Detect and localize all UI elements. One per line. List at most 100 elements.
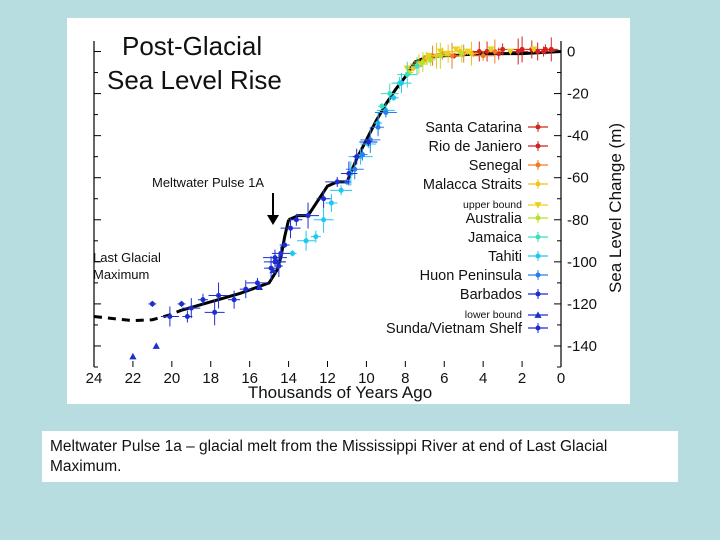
point-marker: [313, 234, 319, 240]
point-marker: [519, 46, 525, 52]
y-tick-label: -120: [567, 296, 597, 313]
y-axis-title: Sea Level Change (m): [606, 123, 625, 293]
point-marker: [404, 72, 410, 78]
data-point: [397, 61, 418, 88]
point-marker: [254, 280, 260, 286]
data-point: [239, 280, 252, 299]
x-tick-label: 10: [358, 370, 375, 387]
point-marker: [379, 103, 385, 109]
legend-label: Australia: [466, 211, 523, 227]
data-point: [359, 137, 378, 146]
point-marker: [179, 301, 185, 307]
x-tick-label: 24: [86, 370, 103, 387]
point-marker: [442, 50, 450, 58]
point-marker: [328, 200, 334, 206]
point-marker: [149, 301, 155, 307]
data-point: [455, 44, 468, 63]
data-point: [182, 298, 201, 319]
legend-marker: [535, 143, 541, 149]
point-marker: [272, 259, 278, 265]
axis-ticks: 24 22 20 18 16 14 12 10 8 6 4 2 00-20-40-60-80-100-1…: [86, 44, 597, 387]
legend-item: Senegal: [469, 158, 548, 174]
point-marker: [459, 51, 465, 57]
legend-item: Santa Catarina: [425, 120, 548, 136]
x-axis-title: Thousands of Years Ago: [248, 383, 432, 402]
point-marker: [428, 57, 434, 63]
point-marker: [437, 53, 443, 59]
legend-marker: [534, 311, 542, 318]
legend-item: Tahiti: [488, 249, 548, 265]
data-point: [340, 161, 357, 186]
data-point: [325, 193, 338, 212]
y-tick-label: -20: [567, 86, 589, 103]
data-point: [316, 189, 331, 208]
legend-item: Huon Peninsula: [420, 268, 548, 284]
data-point: [313, 206, 334, 233]
data-point: [177, 300, 186, 307]
legend-marker: [535, 325, 541, 331]
data-point: [255, 283, 263, 290]
point-marker: [352, 166, 358, 172]
x-tick-label: 18: [202, 370, 219, 387]
legend-label: Rio de Janiero: [429, 139, 523, 155]
point-marker: [212, 309, 218, 315]
meltwater-arrow-head: [267, 215, 279, 225]
data-points: [129, 36, 559, 360]
legend-label: Senegal: [469, 158, 522, 174]
data-point: [271, 246, 290, 261]
legend-marker: [535, 291, 541, 297]
point-marker: [269, 266, 277, 274]
data-point: [197, 293, 208, 306]
point-marker: [288, 225, 294, 231]
data-point: [352, 148, 361, 165]
point-marker: [334, 179, 340, 185]
data-point: [472, 50, 495, 61]
data-point: [493, 47, 504, 60]
data-point: [269, 266, 277, 274]
data-point: [487, 39, 502, 64]
point-marker: [278, 250, 284, 256]
data-point: [345, 159, 364, 180]
point-marker: [276, 263, 282, 269]
point-marker: [464, 48, 472, 56]
legend-item: upper bound: [463, 199, 548, 211]
y-tick-label: -100: [567, 254, 597, 271]
legend-label: Tahiti: [488, 249, 522, 265]
point-marker: [255, 283, 263, 290]
data-point: [357, 148, 368, 161]
data-point: [208, 282, 229, 309]
data-point: [430, 42, 451, 69]
point-marker: [303, 238, 309, 244]
x-tick-label: 8: [401, 370, 409, 387]
data-point: [152, 342, 160, 349]
legend-label: Huon Peninsula: [420, 268, 523, 284]
data-point: [512, 36, 533, 63]
point-marker: [476, 48, 482, 55]
chart-panel: Post-Glacial Sea Level Rise 24 22 20 18 16 14…: [67, 18, 630, 404]
legend-marker: [535, 234, 541, 240]
data-point: [380, 83, 399, 104]
legend-label: Sunda/Vietnam Shelf: [386, 321, 523, 337]
data-point: [279, 242, 290, 249]
point-marker: [216, 292, 222, 299]
sea-level-chart: Post-Glacial Sea Level Rise 24 22 20 18 16 14…: [86, 31, 625, 402]
chart-title-line-1: Post-Glacial: [122, 31, 262, 61]
point-marker: [360, 152, 366, 158]
point-marker: [346, 170, 352, 177]
data-point: [534, 44, 557, 55]
point-marker: [506, 48, 515, 56]
point-marker: [496, 51, 502, 57]
caption-text: Meltwater Pulse 1a – glacial melt from t…: [50, 438, 608, 475]
legend-item: Barbados: [460, 287, 548, 303]
data-point: [228, 290, 241, 309]
legend-label: lower bound: [465, 309, 522, 321]
data-point: [280, 218, 301, 239]
point-marker: [452, 46, 460, 54]
data-point: [464, 48, 472, 56]
point-marker: [354, 154, 360, 160]
legend-marker: [535, 253, 541, 259]
point-marker: [321, 196, 327, 202]
legend-item: Rio de Janiero: [429, 139, 548, 155]
data-point: [470, 41, 489, 62]
lgm-label-line-1: Last Glacial: [93, 250, 161, 265]
